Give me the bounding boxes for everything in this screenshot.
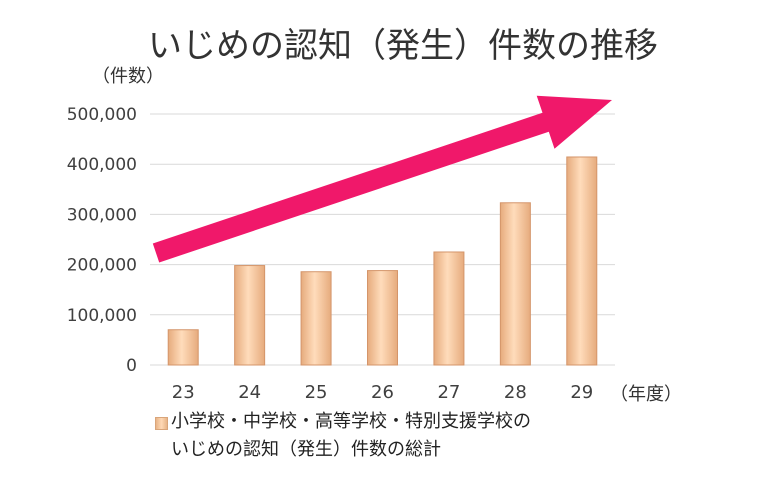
bar-25 [300, 271, 332, 366]
bar-24 [234, 265, 266, 366]
bar-26 [367, 270, 398, 366]
legend: 小学校・中学校・高等学校・特別支援学校の いじめの認知（発生）件数の総計 [155, 408, 531, 464]
bar-28 [499, 202, 531, 366]
y-tick-label: 500,000 [67, 105, 137, 125]
x-tick-label: 28 [504, 382, 527, 403]
legend-label-line-2: いじめの認知（発生）件数の総計 [171, 439, 441, 460]
x-tick-label: 29 [570, 382, 593, 403]
x-axis-unit-label: （年度） [610, 384, 682, 405]
bar-23 [167, 329, 199, 366]
legend-label-line-1: 小学校・中学校・高等学校・特別支援学校の [171, 411, 531, 432]
legend-swatch [155, 417, 168, 430]
bar-29 [566, 156, 598, 366]
x-tick-label: 23 [172, 382, 195, 403]
y-tick-label: 300,000 [67, 205, 137, 225]
x-tick-label: 24 [238, 382, 261, 403]
chart-title: いじめの認知（発生）件数の推移 [148, 26, 658, 66]
bar-27 [433, 251, 465, 366]
y-tick-label: 400,000 [67, 155, 137, 175]
y-tick-label: 0 [126, 356, 137, 376]
trend-arrow-icon [152, 95, 613, 263]
x-tick-label: 27 [437, 382, 460, 403]
x-tick-label: 26 [371, 382, 394, 403]
x-tick-label: 25 [305, 382, 328, 403]
y-axis-label: （件数） [92, 66, 164, 87]
y-tick-label: 200,000 [67, 256, 137, 276]
y-tick-label: 100,000 [67, 306, 137, 326]
